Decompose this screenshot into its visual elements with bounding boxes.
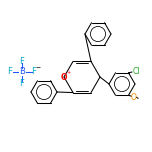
Text: O: O: [61, 73, 67, 81]
Text: −: −: [35, 64, 41, 69]
Text: Cl: Cl: [133, 67, 140, 76]
Text: F: F: [20, 78, 24, 88]
Text: F: F: [20, 57, 24, 66]
Text: F: F: [8, 67, 12, 76]
Text: +: +: [66, 71, 71, 76]
Text: B: B: [19, 67, 25, 76]
Text: O: O: [131, 93, 137, 102]
Text: F: F: [32, 67, 36, 76]
